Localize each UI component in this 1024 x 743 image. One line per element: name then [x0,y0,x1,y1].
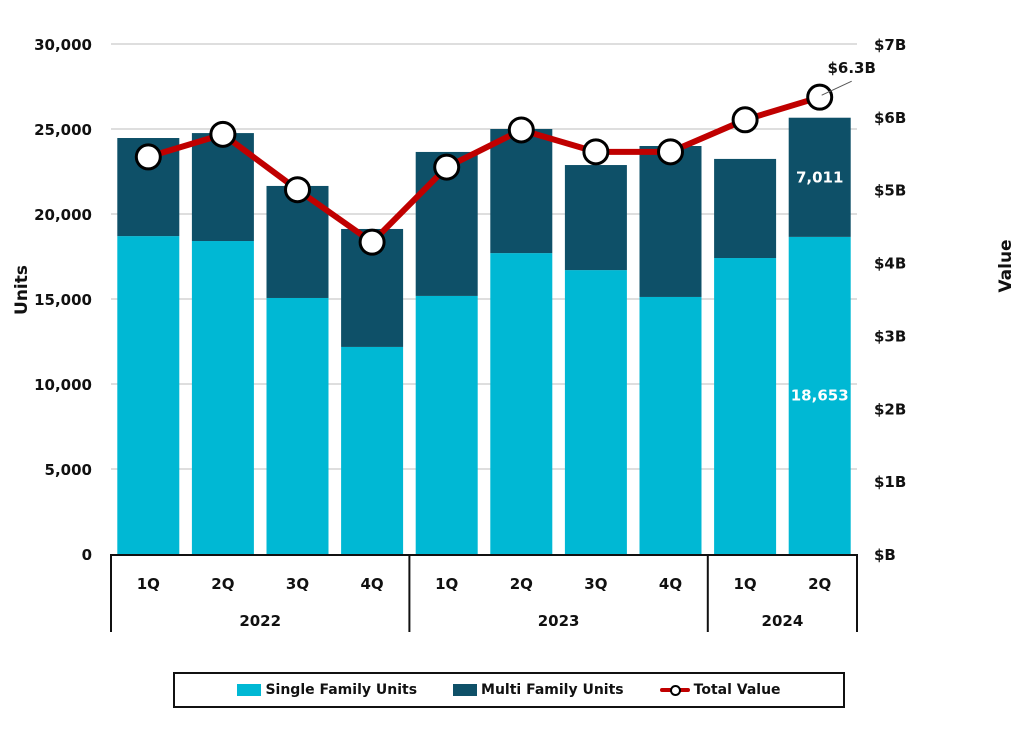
y-tick-label: 30,000 [34,36,92,54]
total-value-point [507,116,535,144]
legend: Single Family Units Multi Family Units T… [173,672,845,708]
y2-tick-label: $6B [874,109,906,127]
bar-single-family [639,296,702,554]
x-tick-label: 4Q [659,575,682,593]
total-value-point [433,153,461,181]
x-tick-label: 2Q [510,575,533,593]
legend-label: Total Value [693,682,781,698]
bar-multi-family [639,146,702,297]
x-tick-label: 2Q [808,575,831,593]
legend-swatch-single-family [237,684,262,696]
x-tick-label: 1Q [733,575,756,593]
legend-label: Single Family Units [265,682,418,698]
y-tick-label: 25,000 [34,121,92,139]
x-group-label: 2022 [239,612,281,630]
y-tick-label: 15,000 [34,291,92,309]
data-labels: 18,653 7,011 $6.3B [791,59,876,404]
bar-multi-family [788,117,851,237]
bar-multi-family [714,158,777,259]
total-value-point [582,138,610,166]
legend-label: Multi Family Units [481,682,624,698]
y2-tick-label: $5B [874,182,906,200]
bar-single-family [191,241,254,554]
total-value-point [134,143,162,171]
total-value-point [358,228,386,256]
bar-single-family [714,258,777,554]
y-axis-right: $B $1B $2B $3B $4B $5B $6B $7B [874,36,906,564]
y-tick-label: 0 [82,546,92,564]
y2-tick-label: $7B [874,36,906,54]
x-tick-label: 3Q [584,575,607,593]
y2-axis-title: Value [996,239,1016,292]
x-tick-label: 1Q [435,575,458,593]
data-label-single-family: 18,653 [791,386,849,404]
legend-item-multi-family: Multi Family Units [453,682,624,698]
y2-tick-label: $2B [874,400,906,418]
total-value-point [806,83,834,111]
y2-tick-label: $1B [874,473,906,491]
legend-item-single-family: Single Family Units [237,682,417,698]
legend-swatch-multi-family [453,684,478,696]
bars [117,117,851,555]
x-group-label: 2024 [762,612,804,630]
bar-single-family [564,270,627,554]
bar-single-family [341,346,404,554]
y-tick-label: 20,000 [34,206,92,224]
bar-single-family [490,253,553,554]
data-label-multi-family: 7,011 [796,168,843,186]
bar-single-family [117,236,180,554]
y2-tick-label: $3B [874,327,906,345]
x-tick-label: 3Q [286,575,309,593]
y2-tick-label: $4B [874,255,906,273]
bar-single-family [788,236,851,555]
total-value-point [657,138,684,166]
x-axis: 1Q 2Q 3Q 4Q 1Q 2Q 3Q 4Q 1Q 2Q 2022 2023 2024 [110,554,858,632]
x-tick-label: 2Q [211,575,234,593]
x-tick-label: 1Q [137,575,160,593]
bar-single-family [266,297,329,554]
data-label-total-value: $6.3B [827,59,875,77]
legend-swatch-total-value [659,683,690,697]
y-tick-label: 5,000 [45,461,92,479]
total-value-point [209,120,237,148]
bar-multi-family [490,129,553,254]
total-value-point [731,106,759,134]
data-label-leader-line [821,80,852,96]
y2-tick-label: $B [874,546,896,564]
total-value-point [284,176,311,204]
y-axis-left: 0 5,000 10,000 15,000 20,000 25,000 30,000 [34,36,92,564]
y-tick-label: 10,000 [34,376,92,394]
legend-item-total-value: Total Value [659,682,781,698]
x-tick-label: 4Q [360,575,383,593]
bar-single-family [415,295,478,554]
y-axis-title: Units [12,265,32,315]
bar-multi-family [564,165,627,271]
total-value-line [134,83,834,256]
x-group-label: 2023 [538,612,580,630]
total-value-line-path [147,94,821,246]
